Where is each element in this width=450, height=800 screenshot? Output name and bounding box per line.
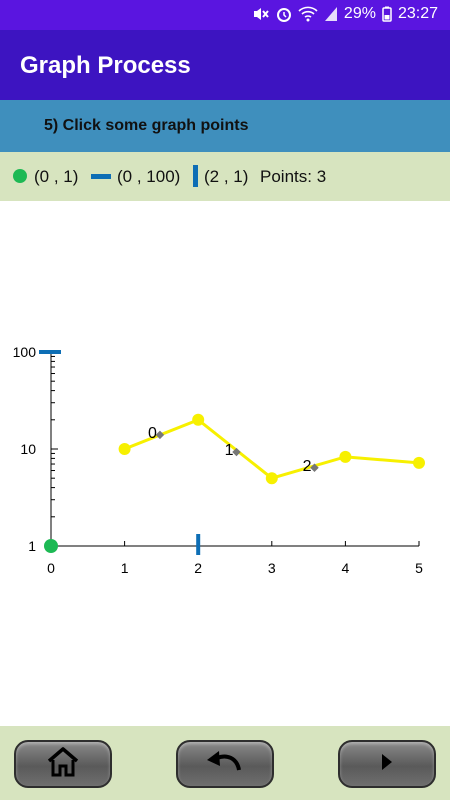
blue-vertical-marker[interactable] (196, 534, 201, 555)
x-tick-label: 4 (342, 560, 350, 576)
bottom-nav (0, 726, 450, 800)
clicked-point-label: 0 (148, 425, 157, 442)
blue-bar-icon (193, 165, 198, 187)
green-point-coords: (0 , 1) (34, 167, 79, 186)
marker-legend: (0 , 1) (0 , 100) (2 , 1) Points: 3 (0, 152, 450, 201)
series-point[interactable] (192, 413, 205, 426)
series-point[interactable] (413, 456, 425, 469)
clicked-point-marker[interactable] (155, 430, 165, 440)
series-point[interactable] (265, 472, 278, 485)
series-point[interactable] (118, 443, 131, 455)
clicked-point-label: 2 (303, 458, 312, 475)
battery-icon (382, 6, 392, 22)
status-icons: 29% 23:27 (252, 5, 438, 23)
instruction-bar: 5) Click some graph points (0, 100, 450, 152)
clicked-point-marker[interactable] (232, 447, 241, 457)
app-title: Graph Process (20, 52, 191, 79)
y-tick-label: 100 (13, 344, 37, 360)
clock: 23:27 (397, 5, 438, 22)
green-dot-icon (13, 169, 27, 183)
app-bar: Graph Process (0, 30, 450, 100)
x-tick-label: 5 (415, 560, 423, 576)
series-point[interactable] (339, 450, 352, 463)
blue-horizontal-coords: (0 , 100) (117, 167, 181, 186)
wifi-icon (298, 6, 318, 22)
home-button[interactable] (14, 740, 112, 788)
play-right-icon (380, 753, 394, 776)
blue-dash-icon (91, 174, 111, 179)
x-tick-label: 0 (47, 560, 55, 576)
x-tick-label: 3 (268, 560, 276, 576)
undo-icon (205, 748, 245, 781)
home-icon (45, 746, 81, 783)
clicked-point-label: 1 (225, 442, 234, 459)
blue-vertical-coords: (2 , 1) (204, 167, 249, 186)
green-point-marker[interactable] (44, 539, 58, 553)
blue-horizontal-marker[interactable] (39, 350, 61, 354)
x-tick-label: 2 (194, 560, 202, 576)
y-tick-label: 10 (20, 441, 36, 457)
mute-icon (252, 6, 270, 22)
points-count: Points: 3 (260, 167, 327, 186)
graph-area[interactable]: 1 10 100 0 1 2 3 4 5 0 1 2 (0, 201, 450, 726)
status-bar: 29% 23:27 (0, 0, 450, 30)
series-line (124, 418, 420, 480)
undo-button[interactable] (176, 740, 274, 788)
x-tick-label: 1 (121, 560, 129, 576)
signal-icon (324, 6, 338, 22)
battery-percent: 29% (343, 5, 376, 22)
y-tick-label: 1 (28, 538, 36, 554)
info-bar: (0 , 1) (0 , 100) (2 , 1) Points: 3 (0, 152, 450, 201)
instruction-text: 5) Click some graph points (44, 117, 249, 134)
alarm-icon (276, 6, 292, 22)
clicked-point-marker[interactable] (310, 463, 319, 473)
next-button[interactable] (338, 740, 436, 788)
